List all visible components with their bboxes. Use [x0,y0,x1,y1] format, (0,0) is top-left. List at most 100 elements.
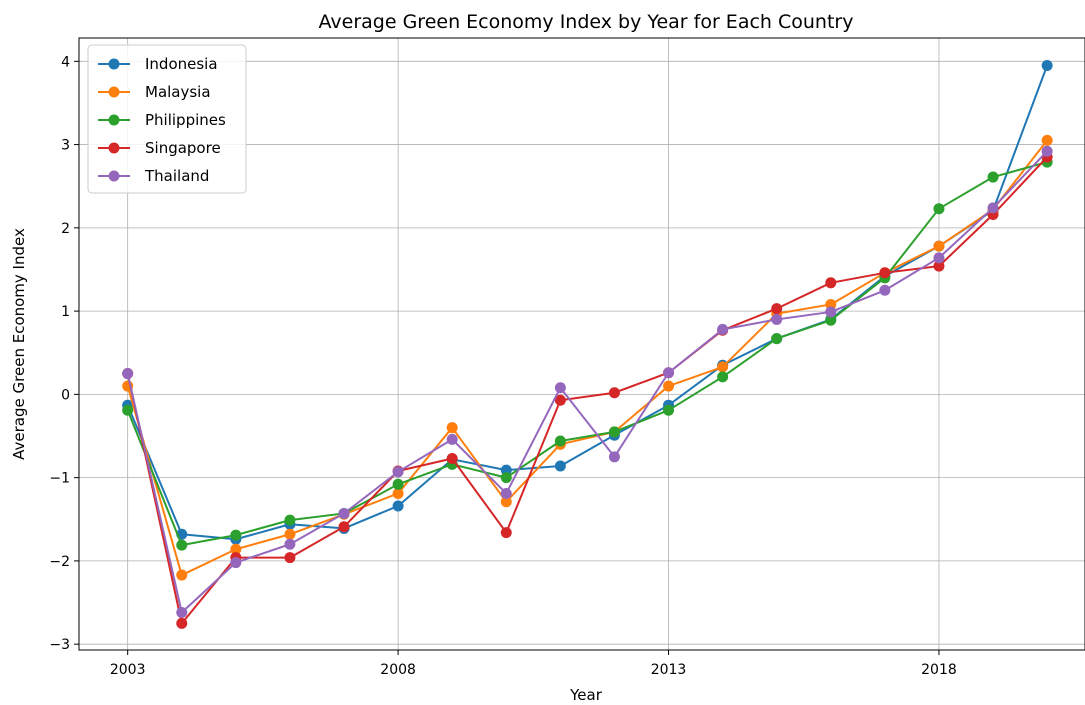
data-point-thailand [663,367,675,379]
data-point-philippines [771,333,783,345]
data-point-singapore [500,527,512,539]
y-axis-label: Average Green Economy Index [10,228,28,460]
data-point-singapore [933,260,945,272]
data-point-thailand [933,252,945,264]
data-point-thailand [392,466,404,478]
legend-label: Malaysia [145,83,211,101]
series-line-thailand [126,150,1048,614]
data-point-malaysia [663,380,675,392]
x-tick-label: 2003 [110,662,146,678]
data-point-singapore [554,394,566,406]
series-thailand [122,145,1053,619]
data-point-thailand [717,323,729,335]
legend: Indonesia Malaysia Philippines Singapore Tha… [87,44,247,194]
x-tick-label: 2013 [651,662,687,678]
data-point-malaysia [1041,134,1053,146]
data-point-thailand [879,284,891,296]
data-point-singapore [825,277,837,289]
y-tick-label: 3 [61,138,70,154]
data-point-malaysia [717,361,729,373]
legend-item-indonesia: Indonesia [98,55,218,73]
data-point-malaysia [500,496,512,508]
data-point-singapore [338,521,350,533]
legend-swatch-marker [108,114,120,126]
data-point-philippines [230,529,242,541]
y-tick-label: 2 [61,221,70,237]
data-point-thailand [446,433,458,445]
data-point-singapore [176,617,188,629]
data-point-singapore [446,452,458,464]
legend-item-singapore: Singapore [98,139,221,157]
y-tick-label: −2 [49,554,70,570]
data-point-philippines [663,404,675,416]
legend-label: Philippines [145,111,226,129]
data-point-indonesia [1041,59,1053,71]
data-point-philippines [284,514,296,526]
series-malaysia [122,134,1053,581]
data-point-malaysia [176,569,188,581]
y-tick-label: −3 [49,637,70,653]
legend-item-malaysia: Malaysia [98,83,211,101]
data-point-thailand [825,306,837,318]
data-point-malaysia [284,528,296,540]
data-point-thailand [1041,145,1053,157]
y-tick-label: −1 [49,471,70,487]
data-point-thailand [987,202,999,214]
data-point-singapore [771,303,783,315]
axis-ticks: 2003 2008 2013 2018 −3 −2 −1 0 1 2 3 4 [49,54,956,678]
data-point-thailand [554,382,566,394]
data-point-thailand [176,607,188,619]
chart-title: Average Green Economy Index by Year for … [319,11,854,33]
series-line-singapore [126,156,1048,625]
legend-swatch-marker [108,58,120,70]
data-point-philippines [392,478,404,490]
data-point-thailand [771,313,783,325]
data-point-indonesia [554,460,566,472]
series-layer [122,59,1053,629]
data-point-philippines [176,539,188,551]
data-point-malaysia [392,487,404,499]
grid [79,38,1085,650]
data-point-philippines [933,203,945,215]
data-point-indonesia [392,500,404,512]
y-tick-label: 1 [61,304,70,320]
data-point-singapore [879,267,891,279]
legend-box [87,44,247,194]
x-tick-label: 2008 [380,662,416,678]
data-point-malaysia [933,240,945,252]
data-point-philippines [717,371,729,383]
data-point-thailand [230,557,242,569]
series-indonesia [122,59,1053,545]
data-point-singapore [284,552,296,564]
y-tick-label: 4 [61,54,70,70]
legend-label: Indonesia [145,55,218,73]
legend-item-thailand: Thailand [98,167,209,185]
series-singapore [122,151,1053,629]
data-point-singapore [608,387,620,399]
data-point-thailand [284,538,296,550]
series-line-philippines [126,161,1048,547]
x-axis-label: Year [569,686,603,704]
data-point-philippines [500,472,512,484]
series-line-malaysia [126,139,1048,577]
data-point-thailand [338,507,350,519]
legend-swatch-marker [108,142,120,154]
y-tick-label: 0 [61,387,70,403]
legend-swatch-marker [108,86,120,98]
data-point-malaysia [230,543,242,555]
data-point-philippines [987,171,999,183]
legend-label: Thailand [144,167,209,185]
data-point-thailand [608,451,620,463]
data-point-philippines [554,435,566,447]
data-point-philippines [608,426,620,438]
data-point-philippines [122,404,134,416]
legend-swatch-marker [108,170,120,182]
data-point-malaysia [446,422,458,434]
data-point-thailand [122,368,134,380]
series-philippines [122,156,1053,551]
x-tick-label: 2018 [921,662,957,678]
data-point-philippines [825,314,837,326]
legend-label: Singapore [145,139,221,157]
legend-item-philippines: Philippines [98,111,226,129]
